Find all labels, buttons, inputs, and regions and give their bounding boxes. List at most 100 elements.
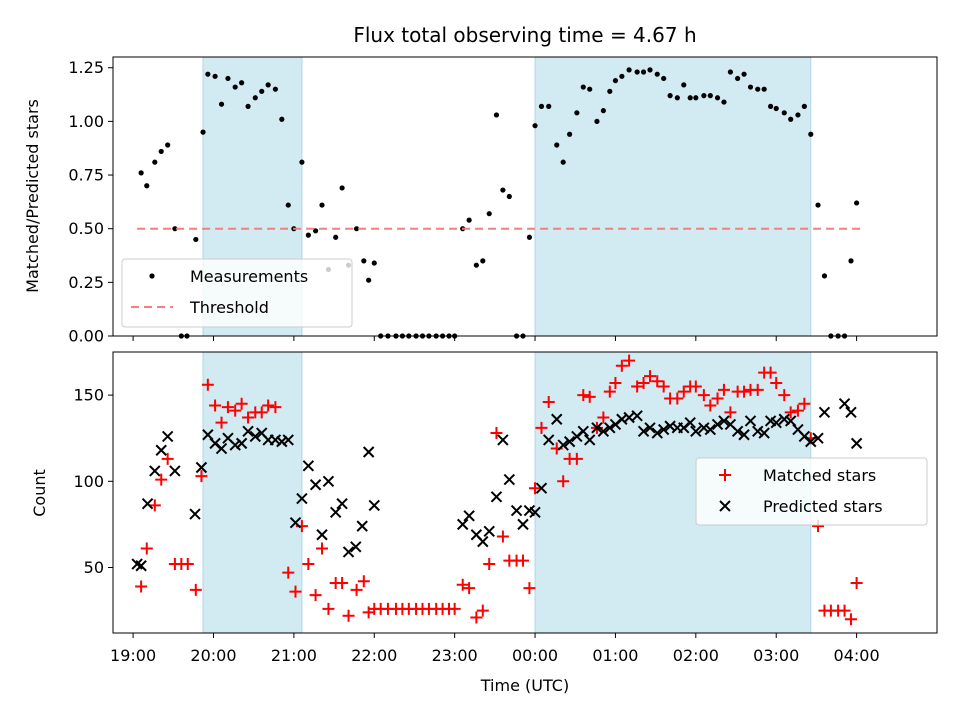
y-tick-label: 0.75 [68,166,104,185]
measurements-point [506,193,512,200]
measurements-point [788,116,794,122]
measurements-point [305,232,311,238]
matched-stars-point [671,392,684,405]
matched-stars-point [644,370,657,383]
matched-stars-point [316,542,329,555]
measurements-point [634,69,640,75]
measurements-point [795,112,801,118]
predicted-stars-point [195,461,208,474]
predicted-stars-point [758,427,770,439]
predicted-stars-point [644,422,656,434]
measurements-point [200,129,206,135]
predicted-stars-point [657,423,670,436]
predicted-stars-point [141,497,154,510]
predicted-stars-point [637,425,650,438]
measurements-point [259,88,265,94]
matched-stars-point [155,473,168,486]
matched-stars-point [463,582,476,595]
matched-stars-point [350,583,363,596]
matched-stars-point [161,452,174,465]
measurements-point [781,110,787,116]
matched-stars-point [677,385,690,398]
y-tick-label: 1.00 [68,112,104,131]
measurements-point [761,86,767,92]
predicted-stars-point [738,429,750,441]
x-axis-label: Time (UTC) [480,676,569,695]
matched-stars-point [529,482,542,495]
measurements-point [212,73,218,79]
matched-stars-point [838,604,851,617]
measurements-point [626,67,632,73]
matched-stars-point [357,575,370,588]
measurements-point [821,273,828,279]
y-tick-label: 0.50 [68,219,104,238]
measurements-point [480,258,486,264]
y-tick-label: 50 [84,558,104,577]
measurements-point [299,159,305,165]
matched-stars-point [516,554,529,567]
measurements-point [272,86,278,92]
measurements-point [727,69,733,75]
top-legend: Measurements Threshold [121,258,353,328]
matched-stars-point [523,582,536,595]
measurements-point [594,118,600,124]
matched-stars-point [456,578,469,591]
measurements-point [144,183,150,189]
measurements-point [245,103,251,109]
matched-stars-point [140,542,153,555]
predicted-stars-point [463,510,475,522]
predicted-stars-point [477,535,489,548]
predicted-stars-point [818,406,831,419]
predicted-stars-point [557,439,569,451]
predicted-stars-point [517,518,529,531]
measurements-point [493,112,500,118]
measurements-point [172,226,178,232]
predicted-stars-point [456,518,469,531]
matched-stars-point [229,404,242,417]
legend-matched-marker [719,469,731,481]
measurements-point [701,93,707,99]
legend-matched-label: Matched stars [763,466,876,485]
measurements-point [667,93,673,99]
measurements-point [165,142,171,148]
matched-stars-point [764,366,777,379]
predicted-stars-point [778,413,790,425]
measurements-point [371,260,377,266]
matched-stars-point [637,377,650,390]
x-tick-label: 04:00 [834,646,880,665]
top-panel: 0.00 0.25 0.50 0.75 1.00 1.25 Matched/Predict… [23,56,938,346]
measurements-point [538,103,545,109]
measurements-point [747,84,754,90]
predicted-stars-point [529,506,541,519]
legend-measurements-label: Measurements [190,267,308,286]
matched-stars-point [221,401,234,414]
predicted-stars-point [282,434,294,446]
measurements-point [755,86,761,92]
matched-stars-point [490,427,503,440]
predicted-stars-point [770,416,782,429]
measurements-point [333,234,339,240]
predicted-stars-point [483,525,495,537]
matched-stars-point [542,395,555,408]
measurements-point [339,185,345,191]
matched-stars-point [448,602,461,615]
matched-stars-point [770,377,783,390]
predicted-stars-point [698,422,710,434]
predicted-stars-point [845,406,857,419]
measurements-point [681,82,687,88]
measurements-point [252,95,258,101]
x-tick-label: 02:00 [673,646,719,665]
predicted-stars-point [503,473,516,486]
predicted-stars-point [149,465,161,477]
measurements-point [466,217,472,223]
matched-stars-point [181,558,194,571]
measurements-point [640,69,647,75]
measurements-point [687,95,693,101]
measurements-point [854,200,860,206]
predicted-stars-point [551,413,563,425]
predicted-stars-point [563,435,576,448]
measurements-point [232,84,238,90]
matched-stars-point [798,397,811,410]
matched-stars-point [844,613,857,626]
predicted-stars-point [591,422,603,434]
